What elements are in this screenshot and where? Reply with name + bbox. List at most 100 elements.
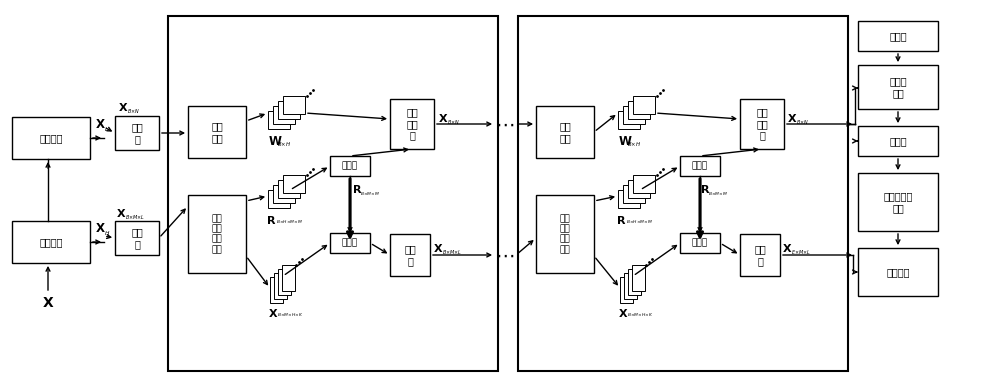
- Bar: [632, 265, 645, 291]
- Text: 骨干网络: 骨干网络: [39, 133, 63, 143]
- Bar: [858, 248, 938, 296]
- Bar: [12, 221, 90, 263]
- Text: 线性
嵌入: 线性 嵌入: [211, 121, 223, 143]
- Text: $_{B{\times}H}$: $_{B{\times}H}$: [627, 140, 641, 149]
- Text: 加权和: 加权和: [692, 161, 708, 170]
- Bar: [188, 106, 246, 158]
- Text: $\mathbf{R}$: $\mathbf{R}$: [352, 183, 362, 195]
- Bar: [518, 16, 848, 371]
- Bar: [618, 111, 640, 129]
- Bar: [624, 273, 637, 299]
- Bar: [536, 106, 594, 158]
- Text: $\mathbf{W}$: $\mathbf{W}$: [268, 135, 283, 148]
- Bar: [680, 156, 720, 176]
- Bar: [188, 195, 246, 273]
- Bar: [623, 185, 645, 203]
- Bar: [740, 99, 784, 149]
- Text: 块计数损失
函数: 块计数损失 函数: [883, 191, 913, 213]
- Text: $_{E{\times}M{\times}L}$: $_{E{\times}M{\times}L}$: [791, 249, 811, 257]
- Text: $\mathbf{X}$: $\mathbf{X}$: [268, 307, 278, 319]
- Text: $\mathbf{X}$: $\mathbf{X}$: [782, 242, 792, 254]
- Bar: [390, 234, 430, 276]
- Text: $\mathbf{X}$: $\mathbf{X}$: [42, 296, 54, 310]
- Text: $_{B{\times}M{\times}L}$: $_{B{\times}M{\times}L}$: [442, 249, 462, 257]
- Bar: [282, 265, 295, 291]
- Text: 加权和: 加权和: [342, 161, 358, 170]
- Text: $\mathbf{W}$: $\mathbf{W}$: [618, 135, 633, 148]
- Text: $_{B{\times}M{\times}L}$: $_{B{\times}M{\times}L}$: [125, 214, 145, 222]
- Text: $_{B{\times}N}$: $_{B{\times}N}$: [127, 108, 140, 116]
- Text: $\mathbf{X}$: $\mathbf{X}$: [438, 112, 448, 124]
- Bar: [623, 106, 645, 124]
- Text: $_{B{\times}N}$: $_{B{\times}N}$: [796, 119, 809, 127]
- Text: $_{B{\times}M{\times}H{\times}K}$: $_{B{\times}M{\times}H{\times}K}$: [627, 312, 653, 319]
- Bar: [330, 233, 370, 253]
- Bar: [628, 180, 650, 198]
- Text: $\mathbf{X}$: $\mathbf{X}$: [116, 207, 126, 219]
- Text: 多子
空间
线性
嵌入: 多子 空间 线性 嵌入: [560, 214, 570, 254]
- Bar: [283, 96, 305, 114]
- Bar: [858, 126, 938, 156]
- Bar: [283, 175, 305, 193]
- Bar: [268, 190, 290, 208]
- Text: 块类别: 块类别: [889, 31, 907, 41]
- Text: $\mathbf{X}$: $\mathbf{X}$: [618, 307, 628, 319]
- Bar: [270, 277, 283, 303]
- Bar: [168, 16, 498, 371]
- Text: $_{B{\times}H}$: $_{B{\times}H}$: [277, 140, 291, 149]
- Text: 拼接
线性
层: 拼接 线性 层: [756, 108, 768, 141]
- Text: 块生
成: 块生 成: [131, 122, 143, 144]
- Text: 加权和: 加权和: [342, 239, 358, 248]
- Text: $_{B{\times}H{\times}M{\times}M}$: $_{B{\times}H{\times}M{\times}M}$: [626, 219, 653, 226]
- Text: 线性
层: 线性 层: [404, 244, 416, 266]
- Text: $\cdots$: $\cdots$: [495, 246, 515, 264]
- Bar: [115, 221, 159, 255]
- Text: $\mathbf{X}$: $\mathbf{X}$: [95, 118, 106, 131]
- Bar: [858, 65, 938, 109]
- Text: 拼接
线性
层: 拼接 线性 层: [406, 108, 418, 141]
- Bar: [390, 99, 434, 149]
- Bar: [740, 234, 780, 276]
- Bar: [274, 273, 287, 299]
- Text: 多子
空间
线性
嵌入: 多子 空间 线性 嵌入: [212, 214, 222, 254]
- Bar: [633, 96, 655, 114]
- Bar: [12, 117, 90, 159]
- Bar: [620, 277, 633, 303]
- Text: $\mathbf{R}$: $\mathbf{R}$: [700, 183, 710, 195]
- Text: $_L$: $_L$: [104, 124, 109, 133]
- Bar: [273, 106, 295, 124]
- Bar: [268, 111, 290, 129]
- Text: $_{B{\times}N}$: $_{B{\times}N}$: [447, 119, 460, 127]
- Bar: [330, 156, 370, 176]
- Text: 块类别
损失: 块类别 损失: [889, 76, 907, 98]
- Text: 骨干网络: 骨干网络: [39, 237, 63, 247]
- Bar: [278, 180, 300, 198]
- Text: $_{B{\times}M{\times}M}$: $_{B{\times}M{\times}M}$: [708, 190, 728, 197]
- Bar: [628, 269, 641, 295]
- Text: 线性
嵌入: 线性 嵌入: [559, 121, 571, 143]
- Text: $\mathbf{X}$: $\mathbf{X}$: [118, 101, 128, 113]
- Text: 块计数: 块计数: [889, 136, 907, 146]
- Bar: [278, 269, 291, 295]
- Bar: [536, 195, 594, 273]
- Bar: [633, 175, 655, 193]
- Bar: [858, 173, 938, 231]
- Bar: [278, 101, 300, 119]
- Text: $_{B{\times}M{\times}M}$: $_{B{\times}M{\times}M}$: [360, 190, 380, 197]
- Text: 线性
层: 线性 层: [754, 244, 766, 266]
- Bar: [680, 233, 720, 253]
- Text: $_{B{\times}H{\times}M{\times}M}$: $_{B{\times}H{\times}M{\times}M}$: [276, 219, 303, 226]
- Bar: [628, 101, 650, 119]
- Bar: [858, 21, 938, 51]
- Text: $_H$: $_H$: [104, 230, 110, 239]
- Text: $\mathbf{X}$: $\mathbf{X}$: [433, 242, 443, 254]
- Text: 块生
成: 块生 成: [131, 227, 143, 249]
- Text: $\mathbf{X}$: $\mathbf{X}$: [95, 222, 106, 235]
- Text: 加权和: 加权和: [692, 239, 708, 248]
- Bar: [273, 185, 295, 203]
- Text: $\cdots$: $\cdots$: [495, 115, 515, 133]
- Text: $\mathbf{R}$: $\mathbf{R}$: [266, 214, 276, 226]
- Bar: [618, 190, 640, 208]
- Bar: [115, 116, 159, 150]
- Text: $_{B{\times}M{\times}H{\times}K}$: $_{B{\times}M{\times}H{\times}K}$: [277, 312, 303, 319]
